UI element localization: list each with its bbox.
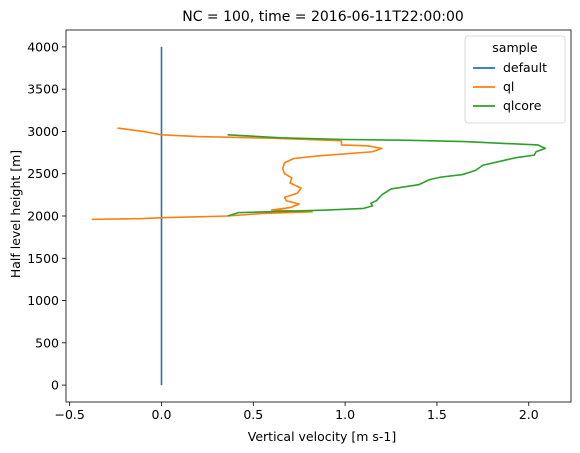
legend-label-default: default [503,60,547,75]
y-axis-label: Half level height [m] [8,150,23,278]
y-tick-label: 1500 [27,251,59,266]
series-line-ql [91,127,383,221]
y-tick-label: 2500 [27,166,59,181]
x-tick-label: 1.5 [427,407,447,422]
y-tick-label: 1000 [27,293,59,308]
chart-title: NC = 100, time = 2016-06-11T22:00:00 [182,9,464,25]
y-tick-label: 3500 [27,82,59,97]
y-axis-ticks: 0 500 1000 1500 2000 2500 3000 3500 4000 [27,39,66,393]
legend-label-ql: ql [503,79,514,94]
x-tick-label: 2.0 [519,407,539,422]
legend-label-qlcore: qlcore [503,98,542,113]
y-tick-label: 500 [35,335,59,350]
x-tick-label: 1.0 [335,407,355,422]
y-tick-label: 0 [51,378,59,393]
y-tick-label: 2000 [27,209,59,224]
legend-title: sample [492,40,538,55]
series-line-qlcore [227,134,547,217]
x-axis-ticks: −0.5 0.0 0.5 1.0 1.5 2.0 [54,402,539,422]
x-axis-label: Vertical velocity [m s-1] [248,429,396,444]
legend-box [464,35,566,124]
x-tick-label: 0.5 [243,407,263,422]
y-tick-label: 3000 [27,124,59,139]
x-tick-label: 0.0 [152,407,172,422]
y-tick-label: 4000 [27,39,59,54]
legend: sample default ql qlcore [464,35,566,124]
x-tick-label: −0.5 [54,407,84,422]
